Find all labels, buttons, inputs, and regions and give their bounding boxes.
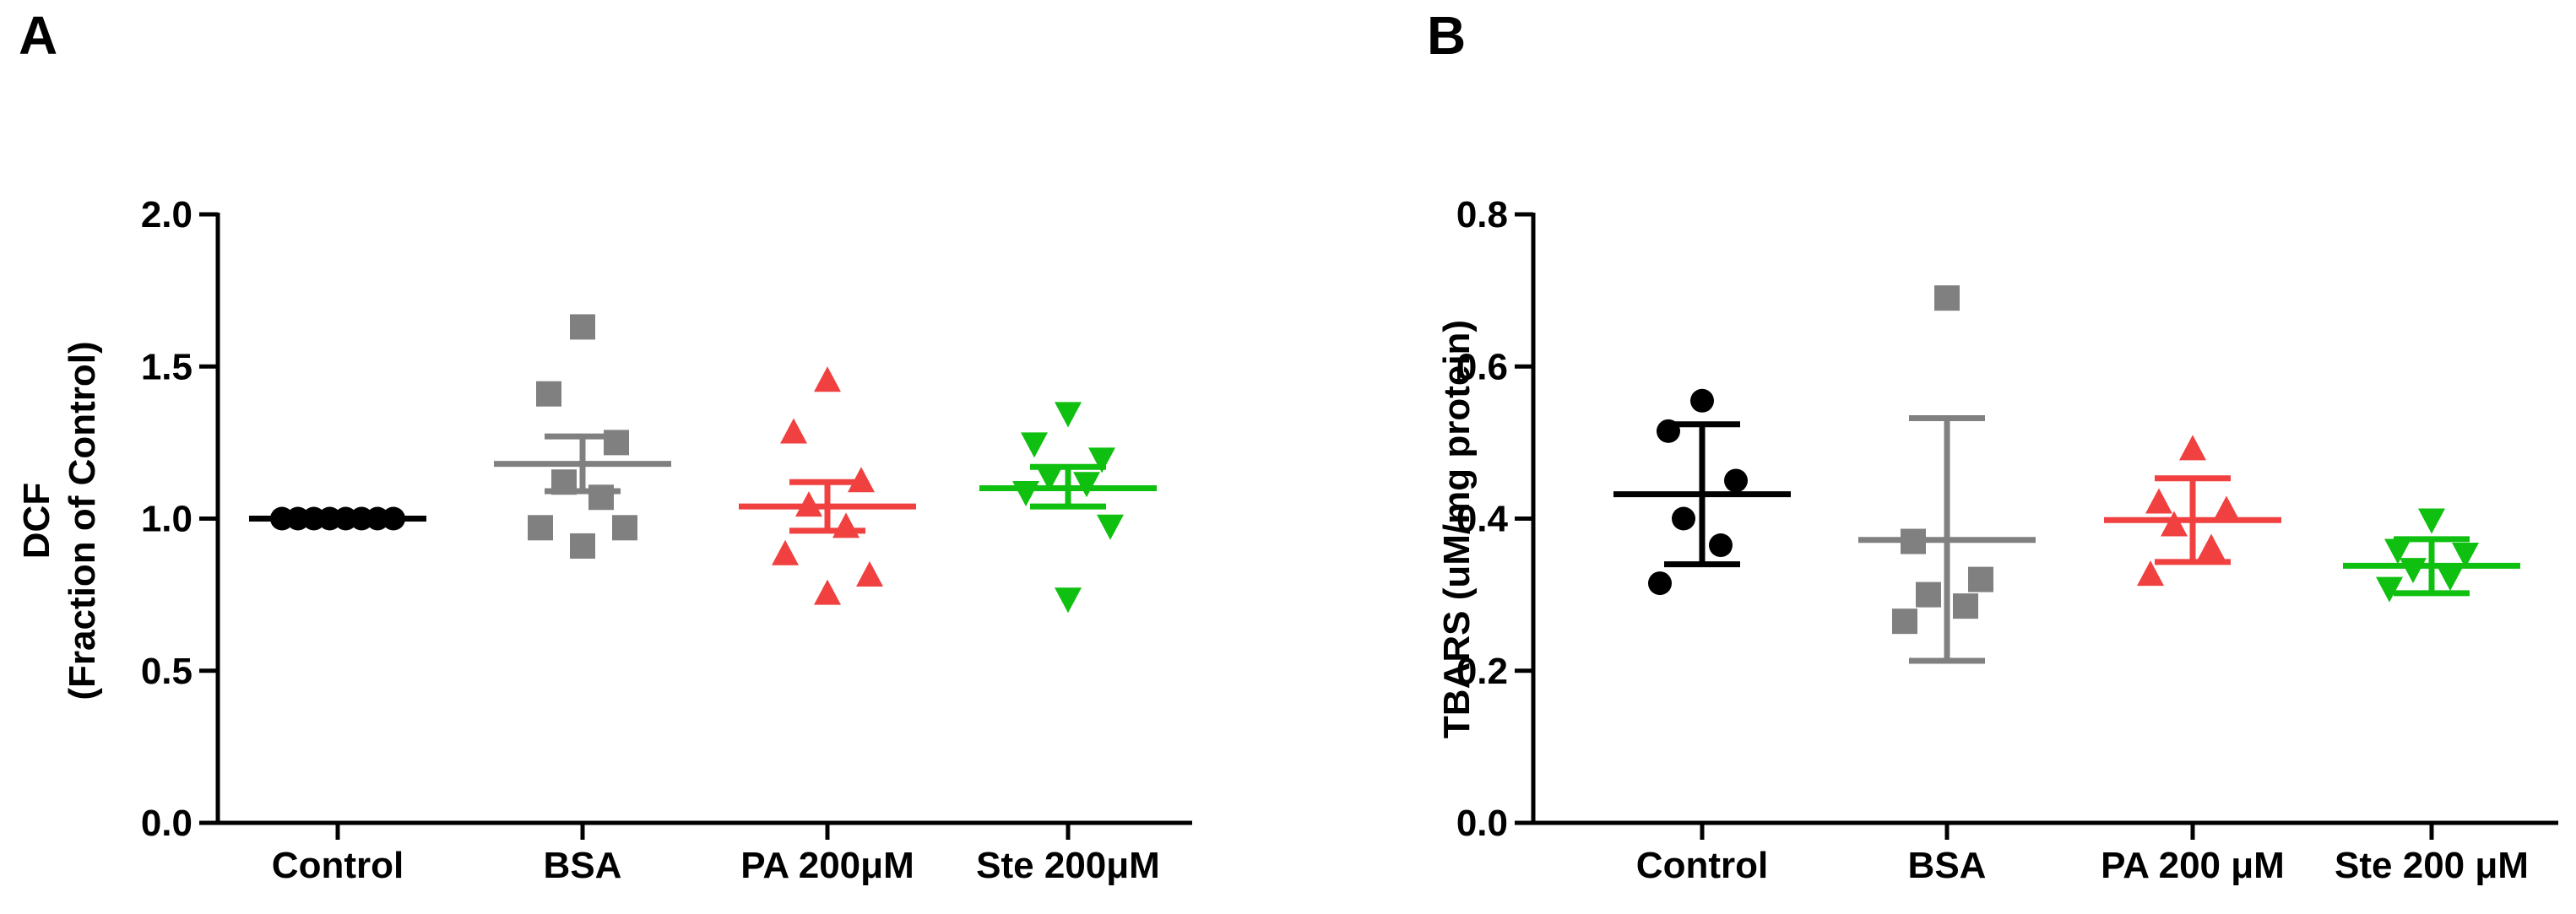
x-tick-label-a: BSA [544, 845, 622, 886]
data-point-a [1055, 587, 1082, 614]
data-point-a [1021, 432, 1048, 458]
data-point-b [2452, 543, 2479, 569]
data-point-a [1055, 402, 1082, 428]
panel-label-a: A [19, 5, 57, 66]
data-point-b [1968, 566, 1993, 592]
data-point-a [772, 539, 799, 565]
x-tick-label-a: PA 200μM [740, 845, 914, 886]
data-point-a [1088, 447, 1115, 473]
data-point-a [528, 515, 553, 541]
data-point-a [612, 515, 637, 541]
y-tick-label-b: 0.8 [1456, 194, 1508, 235]
data-point-b [1953, 593, 1978, 619]
data-point-b [2384, 538, 2411, 565]
y-tick-label-a: 0.5 [141, 651, 193, 692]
data-point-b [1672, 506, 1695, 531]
x-tick-label-b: BSA [1908, 845, 1987, 886]
data-point-b [2161, 511, 2188, 537]
data-point-a [570, 533, 595, 559]
y-tick-label-a: 1.0 [141, 499, 193, 540]
data-point-a [1097, 514, 1124, 540]
x-tick-label-a: Ste 200μM [976, 845, 1160, 886]
y-tick-label-b: 0.2 [1456, 651, 1508, 692]
data-point-a [856, 560, 883, 587]
y-axis-label-a-line1: DCF [16, 483, 57, 559]
data-point-a [570, 314, 595, 340]
data-point-a [780, 418, 807, 444]
x-tick-label-b: Control [1636, 845, 1768, 886]
data-point-b [1709, 533, 1733, 558]
panel-a: A DCF (Fraction of Control) 0.0 0.5 1.0 1.5… [16, 5, 1192, 886]
data-point-b [2145, 488, 2172, 514]
x-tick-label-b: PA 200 μM [2101, 845, 2285, 886]
y-tick-label-b: 0.6 [1456, 346, 1508, 387]
data-point-a [814, 579, 841, 605]
y-tick-label-a: 2.0 [141, 194, 193, 235]
data-point-b [1916, 581, 1941, 608]
data-point-b [1724, 468, 1748, 493]
data-point-a [536, 381, 561, 407]
y-axis-label-b: TBARS (uM/mg protein) [1436, 320, 1478, 738]
y-tick-label-b: 0.0 [1456, 803, 1508, 844]
data-point-b [2437, 565, 2464, 592]
data-marks-b [1613, 285, 2520, 664]
data-point-b [2179, 435, 2206, 461]
y-axis-label-a-line2: (Fraction of Control) [62, 341, 103, 700]
data-point-b [1934, 285, 1960, 311]
y-tick-label-a: 1.5 [141, 346, 193, 387]
axes-a: 0.0 0.5 1.0 1.5 2.0 Control BSA PA 200μM Ste 200… [141, 194, 1192, 886]
data-point-a [1073, 472, 1100, 498]
panel-b: B TBARS (uM/mg protein) 0.0 0.2 0.4 0.6 0.8 C… [1427, 5, 2558, 886]
x-tick-label-a: Control [272, 845, 404, 886]
data-point-b [2198, 533, 2225, 560]
data-point-a [1036, 466, 1063, 492]
data-point-b [1892, 608, 1917, 635]
data-point-b [2418, 508, 2445, 534]
x-tick-label-b: Ste 200 μM [2335, 845, 2529, 886]
y-tick-label-b: 0.4 [1456, 499, 1509, 540]
data-point-b [2376, 576, 2403, 603]
axes-b: 0.0 0.2 0.4 0.6 0.8 Control BSA PA 200 μM Ste 20… [1456, 194, 2558, 886]
panel-label-b: B [1427, 5, 1466, 66]
data-point-b [2137, 560, 2164, 587]
data-point-b [1690, 388, 1714, 413]
data-marks-a [249, 314, 1157, 614]
data-point-b [2213, 495, 2240, 522]
y-tick-label-a: 0.0 [141, 803, 193, 844]
data-point-a [814, 366, 841, 392]
data-point-b [1648, 571, 1672, 596]
